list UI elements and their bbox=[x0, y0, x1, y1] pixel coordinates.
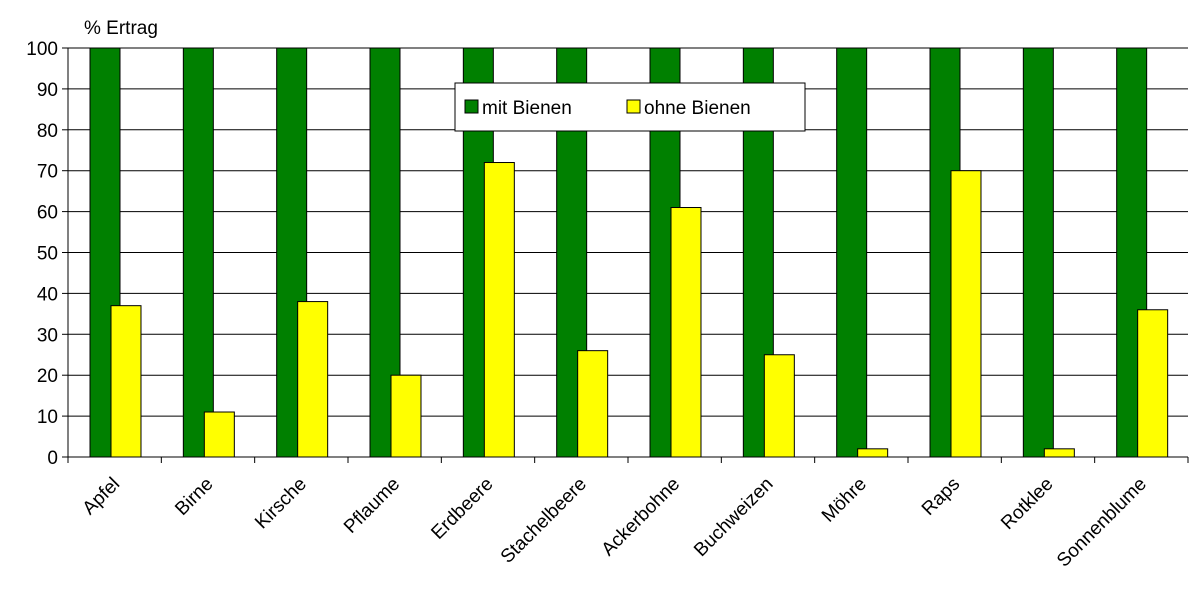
bar-mit-pflaume bbox=[369, 47, 401, 458]
y-tick-label-50: 50 bbox=[37, 244, 58, 265]
bar-ohne-ackerbohne bbox=[670, 207, 702, 458]
legend-label-mit: mit Bienen bbox=[482, 98, 572, 119]
x-tick-label-stachelbeere: Stachelbeere bbox=[497, 474, 591, 568]
x-tick-label-kirsche: Kirsche bbox=[251, 474, 311, 534]
x-tick-label-raps: Raps bbox=[918, 474, 964, 520]
bar-ohne-rotklee bbox=[1043, 448, 1075, 458]
y-tick-label-60: 60 bbox=[37, 203, 58, 224]
bar-ohne-sonnenblume bbox=[1137, 309, 1169, 458]
bar-mit-rotklee bbox=[1022, 47, 1054, 458]
y-tick-label-0: 0 bbox=[47, 448, 58, 469]
x-tick-label-birne: Birne bbox=[171, 474, 217, 520]
bar-mit-birne bbox=[182, 47, 214, 458]
bar-ohne-raps bbox=[950, 170, 982, 458]
y-tick-label-20: 20 bbox=[37, 366, 58, 387]
y-tick-label-40: 40 bbox=[37, 284, 58, 305]
bar-ohne-erdbeere bbox=[483, 162, 515, 458]
x-tick-label-ackerbohne: Ackerbohne bbox=[598, 474, 685, 561]
bar-mit-möhre bbox=[836, 47, 868, 458]
bar-ohne-birne bbox=[203, 411, 235, 458]
bar-ohne-pflaume bbox=[390, 374, 422, 458]
y-axis-title: % Ertrag bbox=[84, 18, 158, 39]
bar-ohne-buchweizen bbox=[763, 354, 795, 458]
y-tick-label-100: 100 bbox=[26, 39, 58, 60]
legend: mit Bienen ohne Bienen bbox=[454, 82, 806, 132]
y-tick-label-70: 70 bbox=[37, 162, 58, 183]
y-tick-label-90: 90 bbox=[37, 80, 58, 101]
bar-ohne-möhre bbox=[857, 448, 889, 458]
legend-swatch-mit bbox=[464, 99, 479, 114]
bar-ohne-kirsche bbox=[297, 301, 329, 458]
x-tick-label-erdbeere: Erdbeere bbox=[427, 474, 497, 544]
y-tick-label-30: 30 bbox=[37, 325, 58, 346]
y-tick-label-80: 80 bbox=[37, 121, 58, 142]
x-tick-label-buchweizen: Buchweizen bbox=[690, 474, 777, 561]
x-tick-label-rotklee: Rotklee bbox=[997, 474, 1057, 534]
x-tick-label-pflaume: Pflaume bbox=[340, 474, 404, 538]
bar-ohne-stachelbeere bbox=[577, 350, 609, 458]
legend-label-ohne: ohne Bienen bbox=[644, 98, 751, 119]
y-tick-label-10: 10 bbox=[37, 407, 58, 428]
x-tick-label-möhre: Möhre bbox=[818, 474, 871, 527]
x-tick-label-apfel: Apfel bbox=[79, 474, 124, 519]
x-tick-label-sonnenblume: Sonnenblume bbox=[1053, 474, 1151, 572]
legend-swatch-ohne bbox=[626, 99, 641, 114]
bar-ohne-apfel bbox=[110, 305, 142, 458]
